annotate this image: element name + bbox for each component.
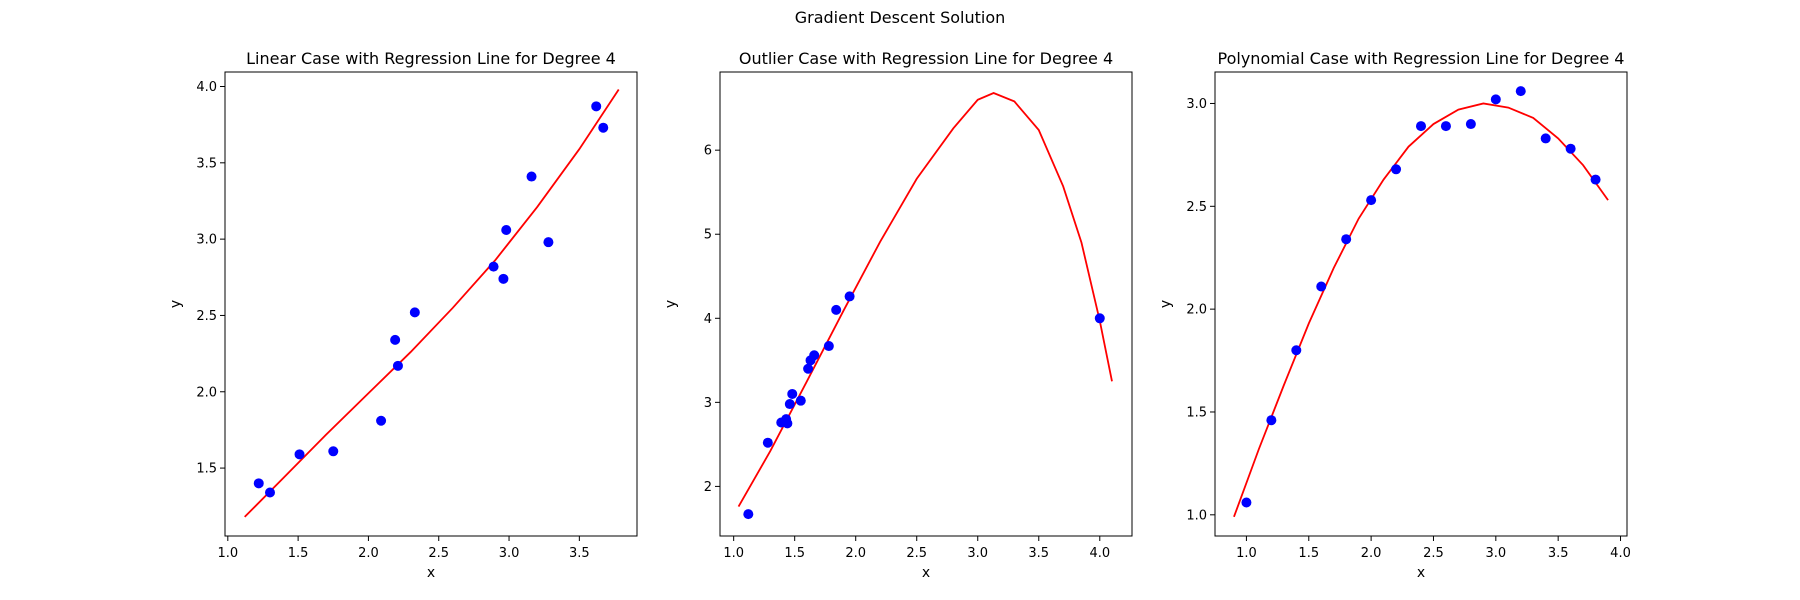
data-point	[1241, 497, 1252, 508]
x-tick-label: 3.5	[1548, 546, 1569, 561]
data-point	[328, 446, 339, 457]
data-point	[1590, 174, 1601, 185]
data-point	[1515, 86, 1526, 97]
x-tick-label: 3.0	[499, 546, 520, 561]
x-axis-label: x	[427, 565, 435, 581]
data-point	[1565, 143, 1576, 154]
data-point	[1416, 121, 1426, 132]
data-point	[803, 363, 814, 374]
data-point	[1540, 133, 1551, 144]
x-tick-label: 3.0	[1485, 546, 1506, 561]
chart-title: Polynomial Case with Regression Line for…	[1218, 49, 1625, 68]
x-tick-label: 2.0	[845, 546, 866, 561]
data-point	[1366, 195, 1377, 206]
data-point	[1094, 313, 1105, 324]
y-tick-label: 2	[704, 480, 712, 495]
axes-frame	[719, 71, 1133, 537]
figure-title: Gradient Descent Solution	[794, 8, 1006, 27]
x-tick-label: 2.5	[906, 546, 927, 561]
x-tick-label: 1.0	[723, 546, 744, 561]
x-tick-label: 2.5	[428, 546, 449, 561]
chart-panel-2: 1.0 1.5 2.0 2.5 3.0 3.5 4.0 2 3 4 5 6 x y Outlier Case…	[663, 49, 1133, 581]
y-tick-label: 3.0	[1186, 97, 1207, 112]
y-tick-label: 3	[704, 396, 712, 411]
y-tick-label: 6	[704, 144, 712, 159]
x-tick-label: 1.0	[1236, 546, 1257, 561]
chart-panel-3: 1.0 1.5 2.0 2.5 3.0 3.5 4.0 1.0 1.5 2.0 2.5 3.0 x y Po…	[1158, 49, 1631, 581]
y-tick-label: 1.5	[1186, 405, 1207, 420]
y-tick-label: 2.5	[196, 309, 217, 324]
regression-line	[1233, 102, 1609, 518]
x-tick-label: 1.0	[217, 546, 238, 561]
data-point	[591, 101, 602, 112]
data-point	[844, 291, 855, 302]
chart-panel-1: 1.0 1.5 2.0 2.5 3.0 3.5 1.5 2.0 2.5 3.0 3.5 4.0 x y Li…	[168, 49, 638, 581]
y-tick-label: 2.0	[1186, 303, 1207, 318]
chart-title: Outlier Case with Regression Line for De…	[739, 49, 1113, 68]
axes-frame	[1214, 71, 1628, 537]
y-tick-label: 5	[704, 228, 712, 243]
x-tick-label: 2.0	[1361, 546, 1382, 561]
data-point	[1465, 119, 1476, 130]
x-axis-label: x	[1417, 565, 1425, 581]
x-tick-label: 3.5	[569, 546, 590, 561]
data-point	[795, 395, 806, 406]
x-tick-label: 2.0	[358, 546, 379, 561]
data-point	[1391, 164, 1402, 175]
y-tick-label: 2.5	[1186, 200, 1207, 215]
x-tick-label: 1.5	[784, 546, 805, 561]
data-point	[488, 261, 499, 272]
data-point	[1291, 345, 1302, 356]
data-point	[294, 449, 305, 460]
y-tick-label: 3.5	[196, 156, 217, 171]
data-point	[498, 273, 509, 284]
y-tick-label: 4	[704, 312, 712, 327]
y-axis-label: y	[168, 300, 184, 308]
data-point	[762, 437, 773, 448]
y-axis-label: y	[663, 300, 679, 308]
data-point	[598, 122, 609, 133]
y-tick-label: 1.0	[1186, 508, 1207, 523]
data-point	[1440, 121, 1451, 132]
data-point	[543, 237, 554, 248]
data-point	[253, 478, 264, 489]
data-point	[1490, 94, 1501, 105]
x-tick-label: 4.0	[1089, 546, 1110, 561]
data-point	[784, 399, 795, 410]
data-point	[376, 415, 387, 426]
x-tick-label: 4.0	[1610, 546, 1631, 561]
x-tick-label: 1.5	[288, 546, 309, 561]
x-tick-label: 1.5	[1298, 546, 1319, 561]
data-point	[264, 487, 275, 498]
data-point	[782, 418, 793, 429]
y-tick-label: 4.0	[196, 80, 217, 95]
data-point	[1266, 415, 1277, 426]
data-point	[831, 304, 842, 315]
regression-line	[737, 92, 1113, 508]
x-tick-label: 3.5	[1028, 546, 1049, 561]
y-tick-label: 1.5	[196, 462, 217, 477]
x-tick-label: 3.0	[967, 546, 988, 561]
data-point	[787, 388, 798, 399]
axes-frame	[224, 71, 638, 537]
y-tick-label: 2.0	[196, 385, 217, 400]
data-point	[501, 224, 512, 235]
data-point	[1341, 234, 1352, 245]
x-tick-label: 2.5	[1423, 546, 1444, 561]
data-point	[743, 509, 754, 520]
y-tick-label: 3.0	[196, 233, 217, 248]
data-point	[409, 307, 420, 318]
data-point	[1316, 281, 1327, 292]
chart-title: Linear Case with Regression Line for Deg…	[246, 49, 616, 68]
data-point	[823, 341, 834, 352]
x-axis-label: x	[922, 565, 930, 581]
data-point	[526, 171, 537, 182]
regression-line	[244, 89, 620, 518]
data-point	[390, 334, 401, 345]
y-axis-label: y	[1158, 300, 1174, 308]
data-point	[809, 350, 820, 361]
data-point	[392, 360, 403, 371]
